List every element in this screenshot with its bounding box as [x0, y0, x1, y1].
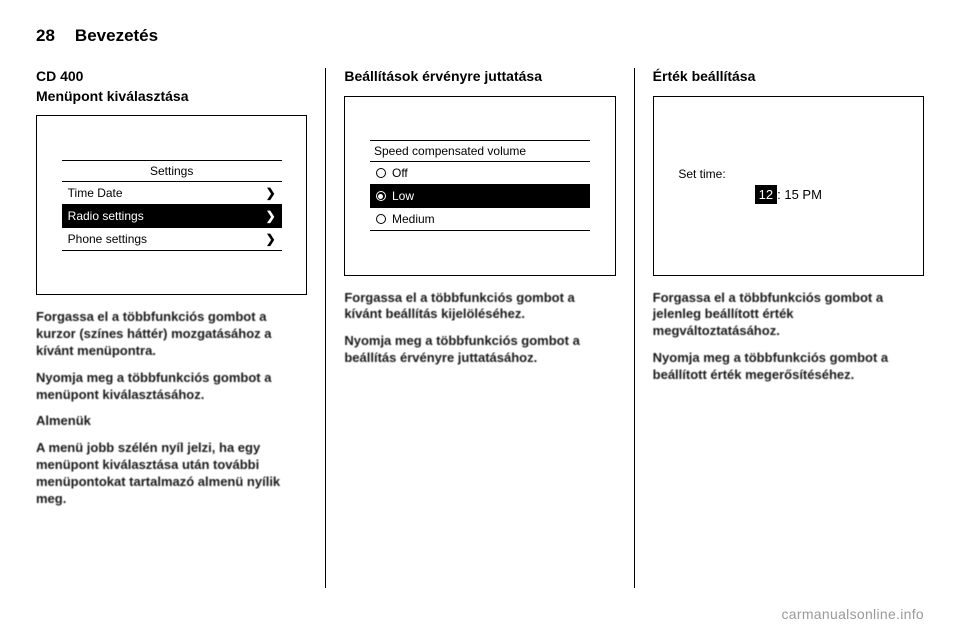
column-3: Érték beállítása Set time: 12 : 15 PM Fo…	[635, 68, 924, 588]
chevron-right-icon: ❯	[266, 232, 276, 246]
column-1: CD 400 Menüpont kiválasztása Settings Ti…	[36, 68, 325, 588]
radio-icon	[376, 168, 386, 178]
radio-row-medium: Medium	[370, 208, 590, 231]
radio-list-title: Speed compensated volume	[370, 140, 590, 162]
settings-row-phone: Phone settings ❯	[62, 228, 282, 251]
col2-title: Beállítások érvényre juttatása	[344, 68, 615, 86]
set-time-label: Set time:	[678, 167, 898, 181]
col3-paragraph-1: Forgassa el a többfunkciós gombot a jele…	[653, 290, 924, 341]
settings-row-timedate: Time Date ❯	[62, 182, 282, 205]
radio-icon	[376, 214, 386, 224]
time-rest: : 15 PM	[777, 187, 822, 202]
chevron-right-icon: ❯	[266, 209, 276, 223]
set-time-panel: Set time: 12 : 15 PM	[678, 167, 898, 204]
chevron-right-icon: ❯	[266, 186, 276, 200]
col1-paragraph-2: Nyomja meg a többfunkciós gombot a menüp…	[36, 370, 307, 404]
radio-dot-icon	[378, 194, 383, 199]
settings-row-label: Radio settings	[68, 209, 144, 223]
col1-paragraph-3: A menü jobb szélén nyíl jelzi, ha egy me…	[36, 440, 307, 508]
figure-speed-volume: Speed compensated volume Off Low Medium	[344, 96, 615, 276]
radio-row-off: Off	[370, 162, 590, 185]
columns: CD 400 Menüpont kiválasztása Settings Ti…	[36, 68, 924, 588]
figure-settings: Settings Time Date ❯ Radio settings ❯ Ph…	[36, 115, 307, 295]
radio-list: Speed compensated volume Off Low Medium	[370, 140, 590, 231]
settings-row-label: Phone settings	[68, 232, 147, 246]
col1-paragraph-1: Forgassa el a többfunkciós gombot a kurz…	[36, 309, 307, 360]
watermark: carmanualsonline.info	[782, 606, 925, 622]
settings-row-label: Time Date	[68, 186, 123, 200]
settings-row-radio: Radio settings ❯	[62, 205, 282, 228]
figure-set-time: Set time: 12 : 15 PM	[653, 96, 924, 276]
radio-row-low: Low	[370, 185, 590, 208]
time-hour-selected: 12	[755, 185, 777, 204]
set-time-value: 12 : 15 PM	[678, 185, 898, 204]
radio-row-label: Low	[392, 189, 414, 203]
col2-paragraph-1: Forgassa el a többfunkciós gombot a kívá…	[344, 290, 615, 324]
page-number: 28	[36, 26, 55, 46]
manual-page: 28 Bevezetés CD 400 Menüpont kiválasztás…	[0, 0, 960, 642]
col1-subhead: Almenük	[36, 413, 307, 430]
col3-title: Érték beállítása	[653, 68, 924, 86]
radio-icon	[376, 191, 386, 201]
settings-list: Settings Time Date ❯ Radio settings ❯ Ph…	[62, 160, 282, 251]
column-2: Beállítások érvényre juttatása Speed com…	[326, 68, 633, 588]
radio-row-label: Medium	[392, 212, 435, 226]
col1-title2: Menüpont kiválasztása	[36, 88, 307, 106]
col1-title1: CD 400	[36, 68, 307, 86]
col3-paragraph-2: Nyomja meg a többfunkciós gombot a beáll…	[653, 350, 924, 384]
page-header: 28 Bevezetés	[36, 26, 924, 46]
section-title: Bevezetés	[75, 26, 158, 46]
settings-title: Settings	[62, 160, 282, 182]
radio-row-label: Off	[392, 166, 408, 180]
col2-paragraph-2: Nyomja meg a többfunkciós gombot a beáll…	[344, 333, 615, 367]
